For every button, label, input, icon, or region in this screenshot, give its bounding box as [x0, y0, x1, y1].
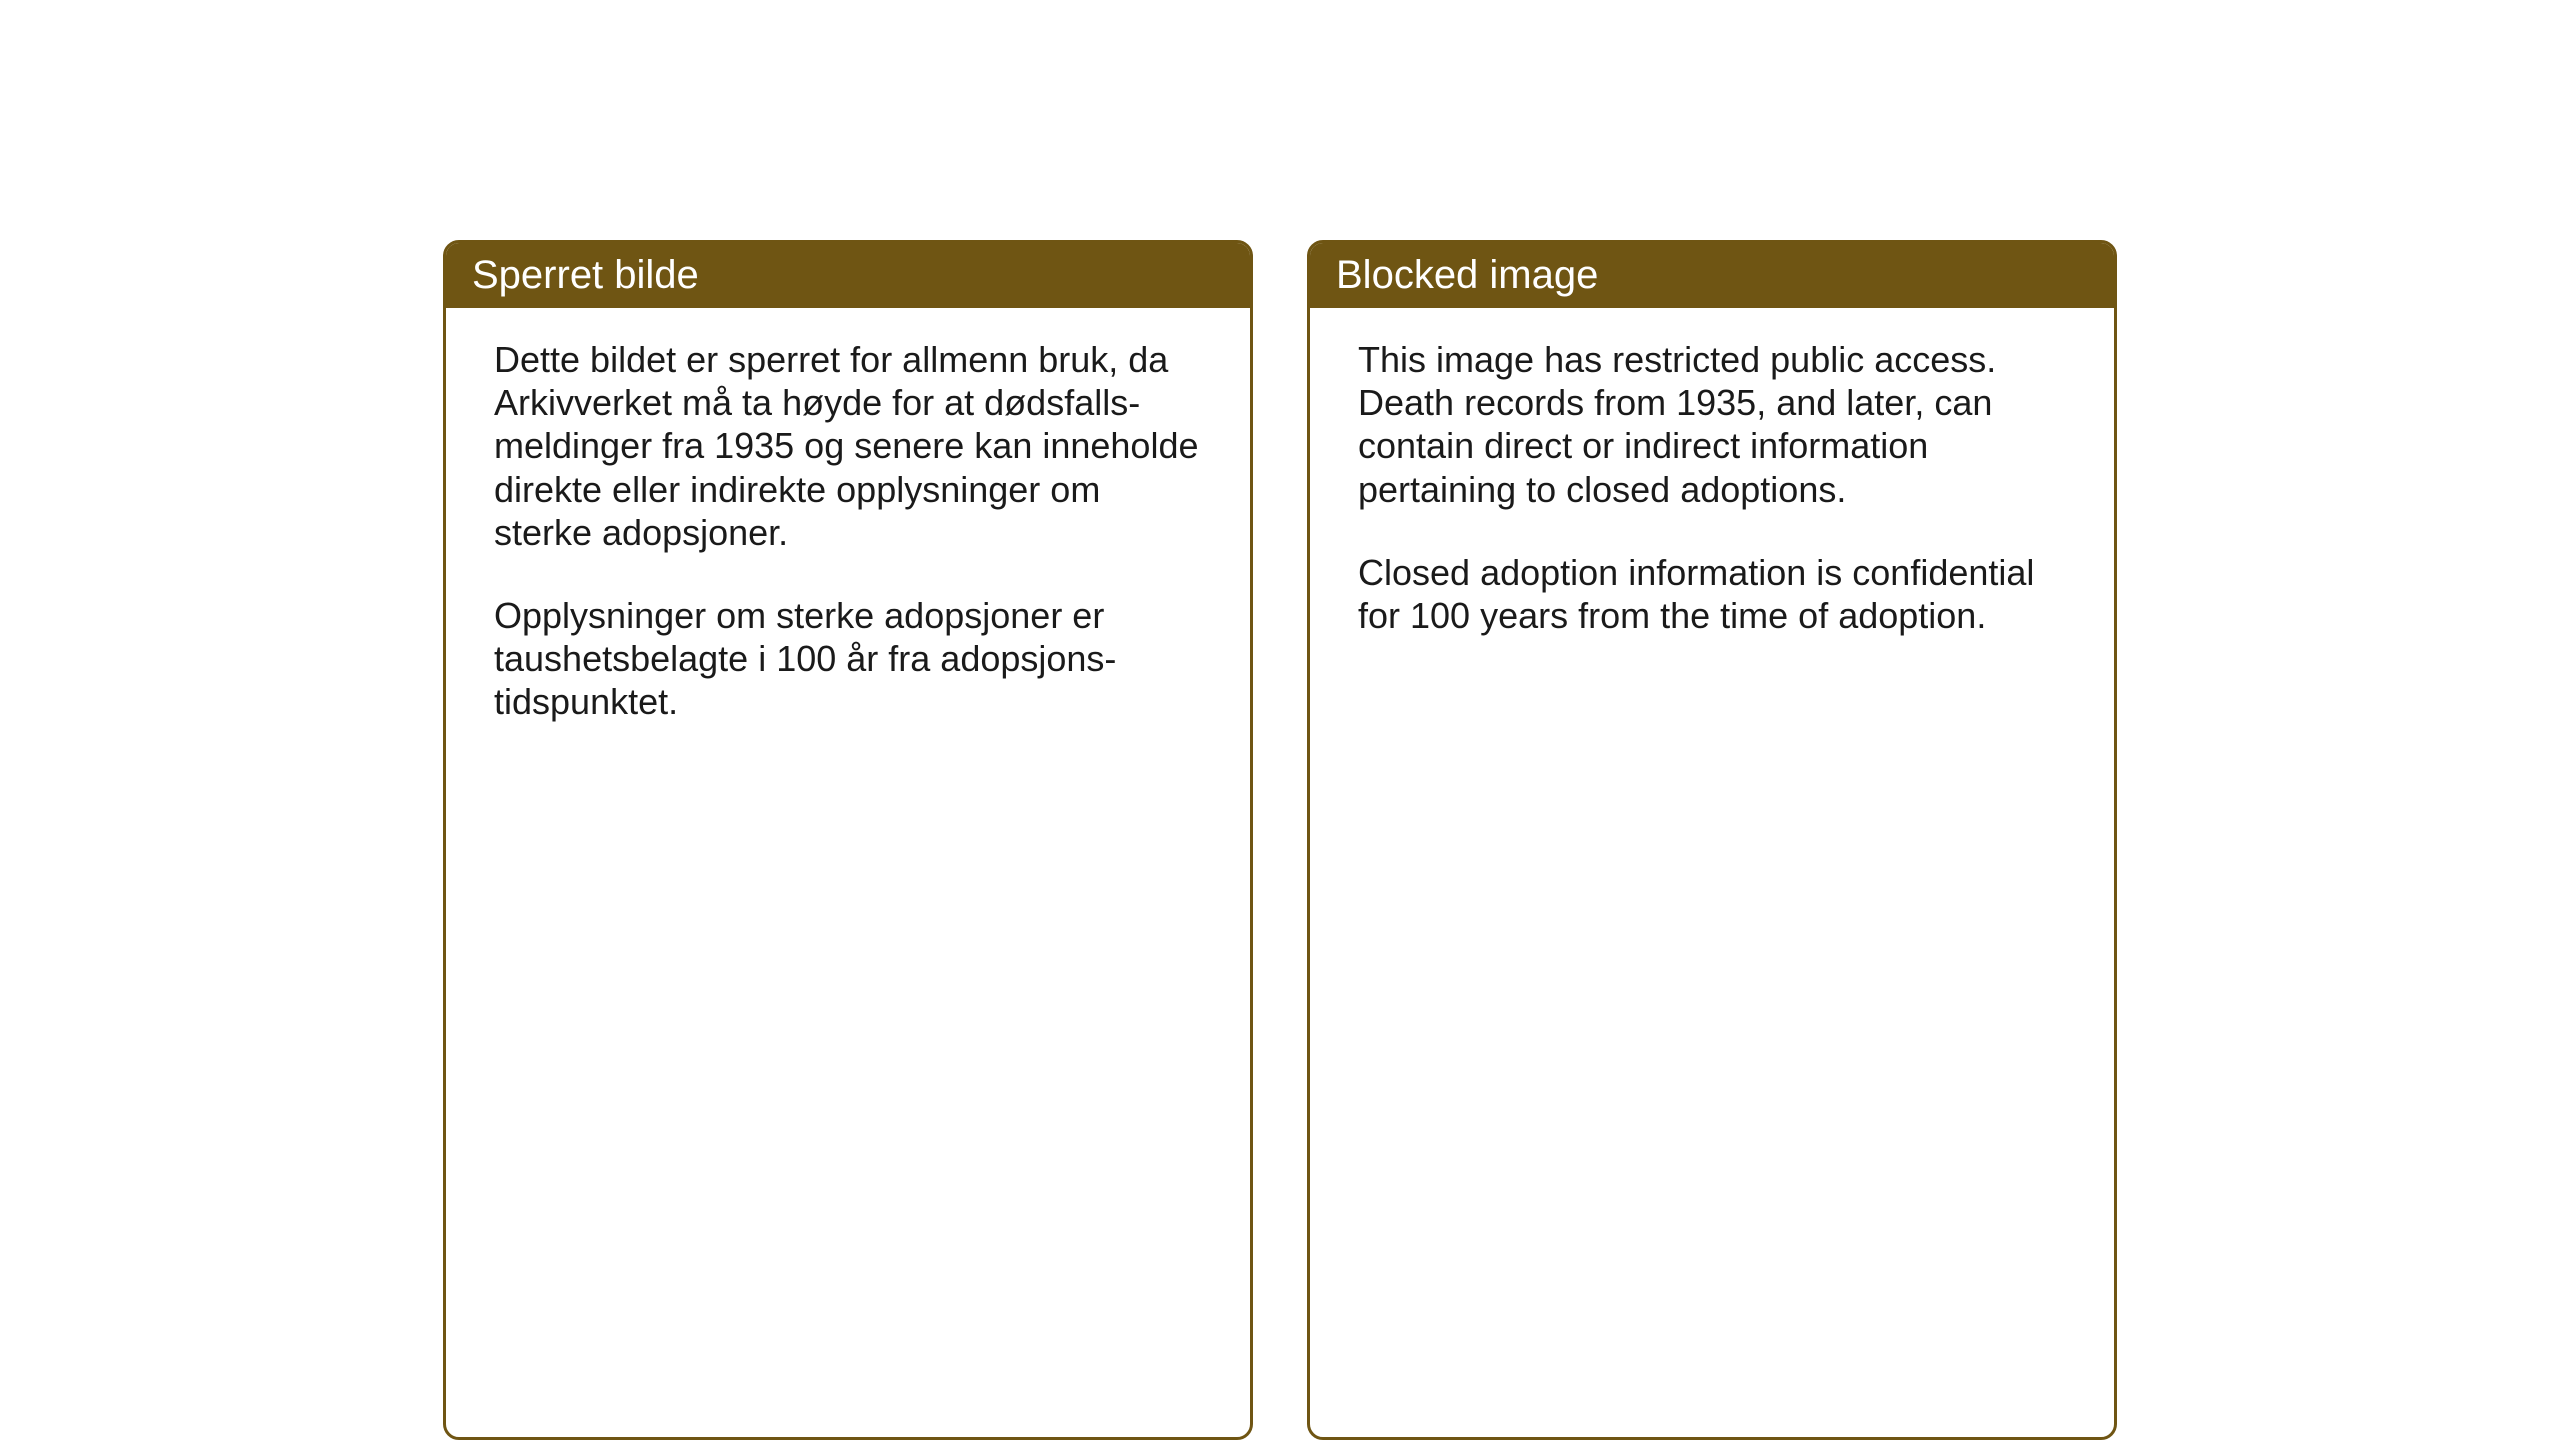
english-paragraph-1: This image has restricted public access.…	[1358, 338, 2066, 511]
english-card: Blocked image This image has restricted …	[1307, 240, 2117, 1440]
english-card-title: Blocked image	[1336, 253, 1598, 297]
english-card-header: Blocked image	[1310, 243, 2114, 308]
norwegian-card-title: Sperret bilde	[472, 253, 699, 297]
norwegian-card-body: Dette bildet er sperret for allmenn bruk…	[446, 308, 1250, 764]
paragraph-spacer	[494, 554, 1202, 594]
norwegian-paragraph-2: Opplysninger om sterke adopsjoner er tau…	[494, 594, 1202, 724]
english-card-body: This image has restricted public access.…	[1310, 308, 2114, 677]
cards-container: Sperret bilde Dette bildet er sperret fo…	[443, 240, 2117, 1440]
norwegian-card: Sperret bilde Dette bildet er sperret fo…	[443, 240, 1253, 1440]
norwegian-card-header: Sperret bilde	[446, 243, 1250, 308]
english-paragraph-2: Closed adoption information is confident…	[1358, 551, 2066, 637]
norwegian-paragraph-1: Dette bildet er sperret for allmenn bruk…	[494, 338, 1202, 554]
paragraph-spacer	[1358, 511, 2066, 551]
